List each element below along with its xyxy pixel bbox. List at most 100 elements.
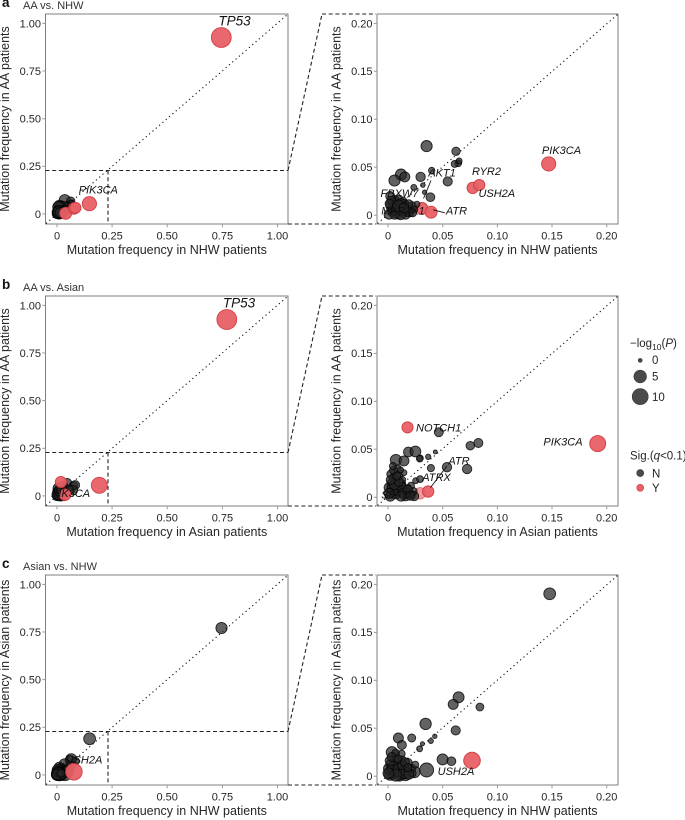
svg-text:b: b: [2, 277, 10, 292]
svg-text:0.05: 0.05: [351, 444, 372, 456]
svg-text:Mutation frequency in Asian pa: Mutation frequency in Asian patients: [66, 525, 267, 539]
svg-text:a: a: [2, 0, 10, 10]
svg-text:0.50: 0.50: [20, 396, 41, 408]
svg-text:PIK3CA: PIK3CA: [51, 488, 90, 500]
svg-text:Mutation frequency in AA patie: Mutation frequency in AA patients: [0, 26, 12, 212]
svg-text:0: 0: [652, 355, 658, 367]
svg-text:0.25: 0.25: [20, 443, 41, 455]
svg-text:1.00: 1.00: [20, 579, 41, 591]
svg-text:0.15: 0.15: [541, 512, 562, 524]
svg-text:0: 0: [366, 210, 372, 222]
svg-text:0.20: 0.20: [351, 18, 372, 30]
svg-text:TP53: TP53: [218, 14, 251, 29]
svg-text:0: 0: [35, 770, 41, 782]
svg-text:1.00: 1.00: [267, 230, 288, 242]
svg-text:0.75: 0.75: [20, 66, 41, 78]
svg-text:0.05: 0.05: [351, 723, 372, 735]
svg-text:0.20: 0.20: [596, 791, 617, 803]
svg-text:0.05: 0.05: [432, 791, 453, 803]
svg-text:USH2A: USH2A: [66, 755, 103, 767]
svg-text:TP53: TP53: [223, 296, 256, 311]
svg-text:Mutation frequency in AA patie: Mutation frequency in AA patients: [0, 308, 12, 494]
svg-text:PIK3CA: PIK3CA: [542, 145, 581, 157]
svg-text:0.20: 0.20: [351, 300, 372, 312]
svg-text:1.00: 1.00: [20, 18, 41, 30]
svg-text:Y: Y: [652, 483, 660, 495]
svg-text:0.75: 0.75: [20, 348, 41, 360]
svg-text:0.20: 0.20: [351, 579, 372, 591]
svg-text:AA vs. NHW: AA vs. NHW: [23, 0, 84, 12]
svg-text:0.15: 0.15: [541, 230, 562, 242]
svg-text:0: 0: [385, 230, 391, 242]
svg-text:0.10: 0.10: [487, 512, 508, 524]
svg-text:RYR2: RYR2: [472, 166, 501, 178]
svg-text:0.25: 0.25: [101, 230, 122, 242]
svg-text:ATR: ATR: [445, 206, 467, 218]
svg-text:ATR: ATR: [447, 456, 469, 468]
svg-text:Sig.(q<0.1): Sig.(q<0.1): [630, 451, 685, 463]
svg-text:1.00: 1.00: [267, 512, 288, 524]
svg-text:0.05: 0.05: [432, 512, 453, 524]
svg-text:0.75: 0.75: [20, 627, 41, 639]
svg-text:0.50: 0.50: [156, 791, 177, 803]
svg-text:c: c: [2, 556, 10, 571]
svg-text:0.05: 0.05: [351, 162, 372, 174]
svg-text:0.15: 0.15: [351, 348, 372, 360]
svg-text:Mutation frequency in AA patie: Mutation frequency in AA patients: [330, 26, 344, 212]
svg-text:MAP3K1: MAP3K1: [381, 206, 424, 218]
svg-text:Mutation frequency in NHW pati: Mutation frequency in NHW patients: [397, 243, 597, 257]
svg-text:PIK3CA: PIK3CA: [79, 185, 118, 197]
svg-text:Mutation frequency in AA patie: Mutation frequency in AA patients: [330, 308, 344, 494]
svg-text:Mutation frequency in NHW pati: Mutation frequency in NHW patients: [67, 243, 267, 257]
svg-text:0.10: 0.10: [351, 675, 372, 687]
svg-text:0: 0: [35, 491, 41, 503]
svg-text:0.50: 0.50: [20, 114, 41, 126]
svg-text:0.25: 0.25: [20, 161, 41, 173]
svg-text:0.75: 0.75: [212, 230, 233, 242]
svg-text:USH2A: USH2A: [438, 766, 475, 778]
svg-text:ATRX: ATRX: [421, 472, 451, 484]
svg-text:FBXW7: FBXW7: [381, 188, 420, 200]
svg-text:Mutation frequency in Asian pa: Mutation frequency in Asian patients: [0, 580, 12, 781]
svg-text:0.75: 0.75: [212, 791, 233, 803]
svg-text:0: 0: [366, 771, 372, 783]
svg-text:0.10: 0.10: [487, 230, 508, 242]
svg-text:NOTCH1: NOTCH1: [416, 423, 461, 435]
svg-text:Mutation frequency in NHW pati: Mutation frequency in NHW patients: [397, 804, 597, 818]
svg-text:0.15: 0.15: [351, 66, 372, 78]
svg-text:0.10: 0.10: [351, 114, 372, 126]
svg-text:Mutation frequency in Asian pa: Mutation frequency in Asian patients: [397, 525, 598, 539]
svg-text:0.50: 0.50: [20, 675, 41, 687]
svg-text:0.75: 0.75: [212, 512, 233, 524]
svg-text:0.50: 0.50: [156, 512, 177, 524]
svg-text:0: 0: [35, 209, 41, 221]
svg-text:0.05: 0.05: [432, 230, 453, 242]
svg-text:0.10: 0.10: [487, 791, 508, 803]
svg-text:0.20: 0.20: [596, 230, 617, 242]
svg-text:0.15: 0.15: [541, 791, 562, 803]
svg-text:1.00: 1.00: [20, 300, 41, 312]
svg-text:0: 0: [366, 492, 372, 504]
svg-text:0: 0: [54, 512, 60, 524]
svg-text:USH2A: USH2A: [478, 188, 515, 200]
svg-text:0.25: 0.25: [20, 722, 41, 734]
svg-text:AA vs. Asian: AA vs. Asian: [23, 282, 84, 294]
svg-text:0.15: 0.15: [351, 627, 372, 639]
svg-text:Asian vs. NHW: Asian vs. NHW: [23, 561, 98, 573]
svg-text:N: N: [652, 468, 660, 480]
svg-text:0.25: 0.25: [101, 791, 122, 803]
svg-text:1.00: 1.00: [267, 791, 288, 803]
svg-text:0: 0: [385, 512, 391, 524]
svg-text:5: 5: [652, 372, 658, 384]
svg-text:−log10(P): −log10(P): [630, 338, 677, 352]
svg-text:SETD2: SETD2: [381, 489, 416, 501]
svg-text:0.25: 0.25: [101, 512, 122, 524]
svg-text:0: 0: [54, 791, 60, 803]
svg-text:0: 0: [385, 791, 391, 803]
svg-text:10: 10: [652, 392, 665, 404]
svg-text:Mutation frequency in Asian pa: Mutation frequency in Asian patients: [330, 580, 344, 781]
svg-text:PIK3CA: PIK3CA: [543, 437, 582, 449]
svg-text:Mutation frequency in NHW pati: Mutation frequency in NHW patients: [67, 804, 267, 818]
svg-text:0.50: 0.50: [156, 230, 177, 242]
svg-text:0: 0: [54, 230, 60, 242]
